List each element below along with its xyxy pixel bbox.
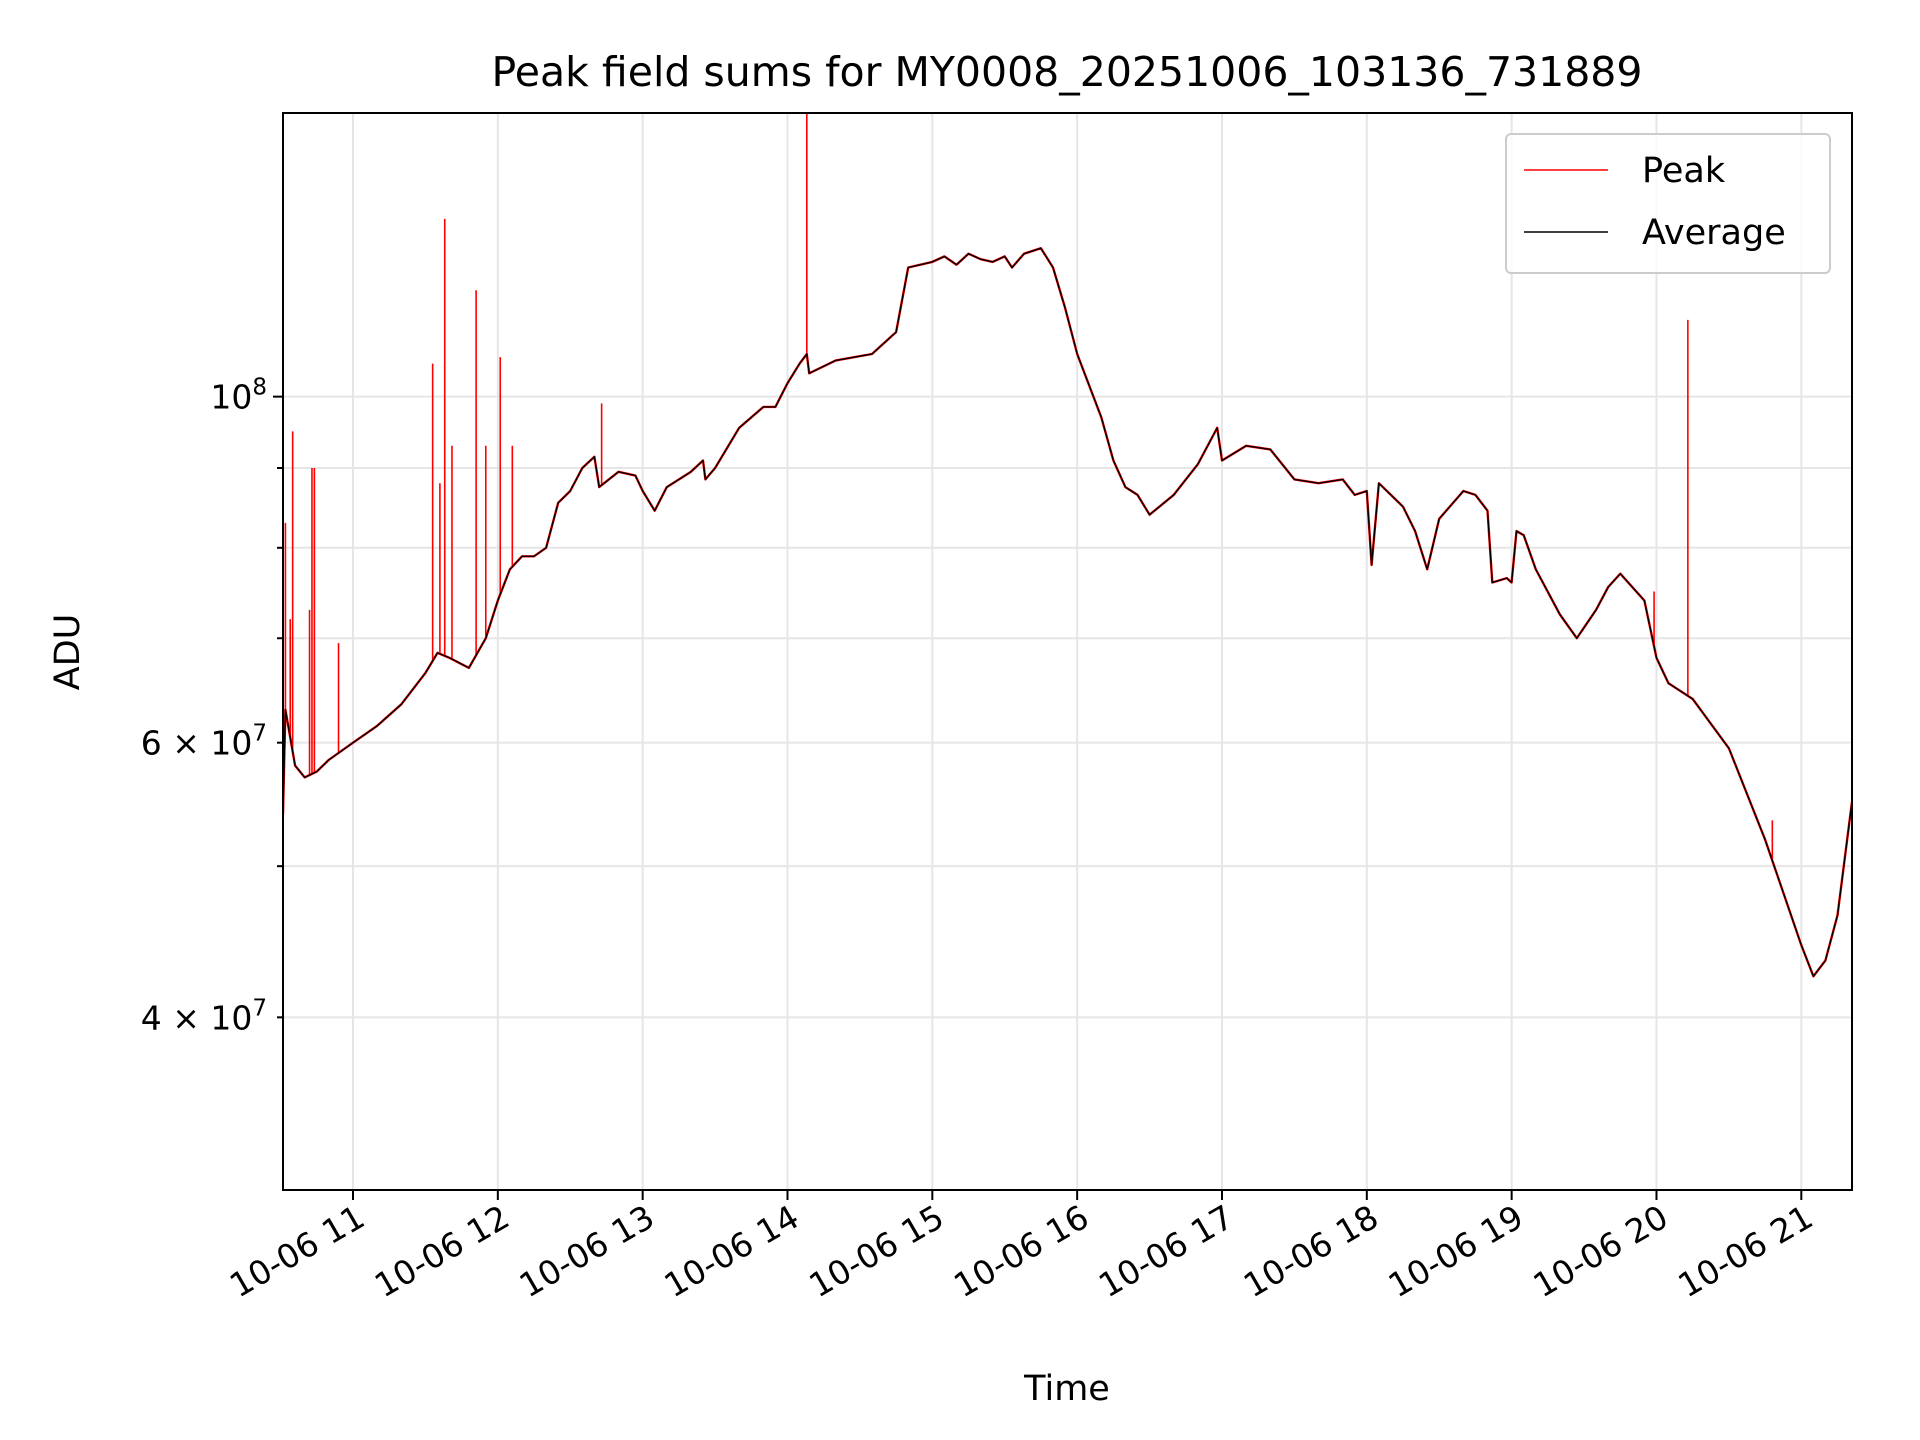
series-layer: [283, 113, 1852, 978]
y-axis-label: ADU: [48, 614, 88, 691]
legend-box: [1505, 133, 1831, 274]
chart-title: Peak field sums for MY0008_20251006_1031…: [492, 48, 1643, 96]
legend: Peak Average: [1505, 133, 1831, 274]
x-axis-label: Time: [1023, 1369, 1110, 1409]
y-tick-label: 108: [210, 375, 267, 417]
average-series-line: [283, 247, 1852, 977]
grid-lines: [283, 113, 1852, 1190]
plot-frame: [282, 112, 1853, 1191]
legend-label-peak: Peak: [1642, 151, 1726, 191]
y-axis-ticks: 108 4 × 107 6 × 107: [141, 375, 283, 1037]
legend-label-average: Average: [1642, 213, 1786, 253]
y-tick-label: 6 × 107: [141, 721, 267, 763]
y-tick-label: 4 × 107: [141, 995, 267, 1037]
